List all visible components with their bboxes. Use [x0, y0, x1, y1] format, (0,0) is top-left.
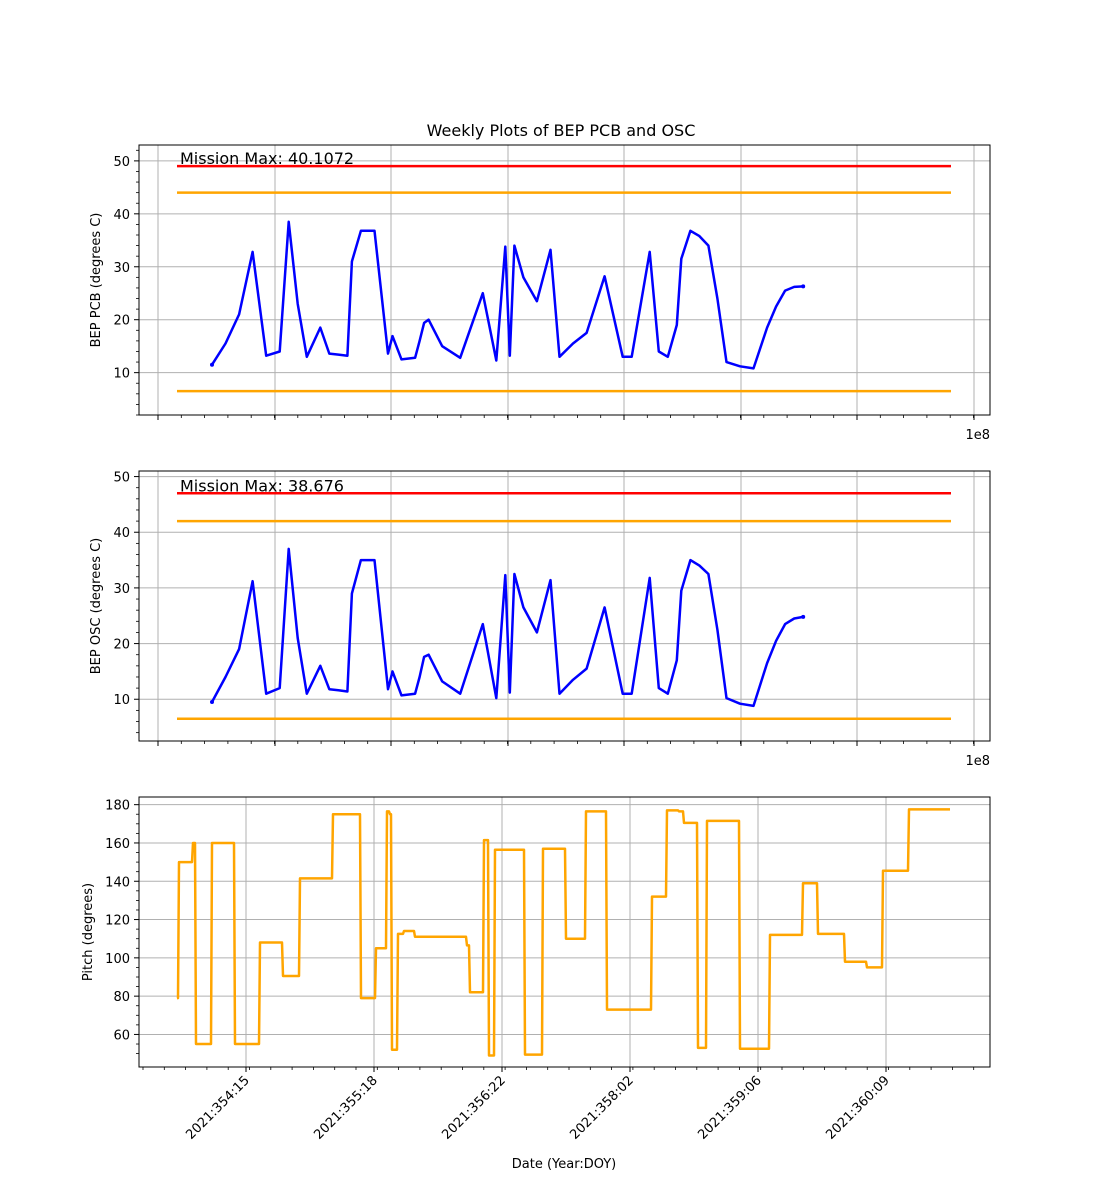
x-tick-label: 2021:354:15	[183, 1073, 252, 1142]
y-tick-label: 20	[113, 314, 130, 329]
y-tick-label: 120	[105, 914, 130, 929]
panel-pitch: 60 80 100 120 140 160 180 2021:354:15 2021:355:1…	[81, 796, 991, 1143]
x-axis-label: Date (Year:DOY)	[512, 1157, 617, 1172]
series-start-point	[210, 362, 214, 367]
y-tick-label: 80	[113, 990, 130, 1005]
y-tick-label: 30	[113, 582, 130, 597]
x-offset-label: 1e8	[965, 754, 990, 769]
y-tick-label: 10	[113, 367, 130, 382]
figure-title: Weekly Plots of BEP PCB and OSC	[427, 121, 696, 140]
y-tick-label: 10	[113, 693, 130, 708]
y-tick-label: 180	[105, 799, 130, 814]
y-tick-label: 40	[113, 526, 130, 541]
x-tick-label: 2021:355:18	[311, 1073, 380, 1142]
y-axis-label: BEP PCB (degrees C)	[89, 213, 104, 348]
axes-frame	[138, 144, 991, 416]
axes-frame	[138, 470, 991, 742]
panel-bep-osc: 10 20 30 40 50 1e8 BEP OSC (degrees C) Mission …	[89, 470, 991, 769]
y-tick-label: 160	[105, 837, 130, 852]
mission-max-annotation: Mission Max: 38.676	[180, 476, 344, 495]
x-tick-label: 2021:356:22	[439, 1073, 508, 1142]
series-end-point	[801, 614, 806, 619]
panel-bep-pcb: 10 20 30 40 50 1e8 BEP PCB (degrees C) Mission …	[89, 144, 991, 443]
axes-frame	[138, 796, 991, 1068]
x-tick-label: 2021:360:09	[823, 1073, 892, 1142]
temperature-series-line	[210, 547, 804, 708]
series-end-point	[801, 284, 806, 289]
y-tick-label: 50	[113, 471, 130, 486]
y-tick-label: 140	[105, 875, 130, 890]
x-offset-label: 1e8	[965, 428, 990, 443]
y-axis-label: BEP OSC (degrees C)	[89, 538, 104, 674]
y-tick-label: 30	[113, 261, 130, 276]
series-start-point	[210, 700, 214, 705]
y-tick-label: 20	[113, 638, 130, 653]
temperature-series-line	[210, 220, 804, 370]
pitch-series-line	[176, 808, 950, 1057]
y-axis-label: Pitch (degrees)	[81, 883, 96, 981]
x-tick-label: 2021:359:06	[695, 1073, 764, 1142]
y-tick-label: 100	[105, 952, 130, 967]
x-tick-label: 2021:358:02	[567, 1073, 636, 1142]
y-tick-label: 50	[113, 155, 130, 170]
y-tick-label: 40	[113, 208, 130, 223]
mission-max-annotation: Mission Max: 40.1072	[180, 149, 354, 168]
y-tick-label: 60	[113, 1028, 130, 1043]
